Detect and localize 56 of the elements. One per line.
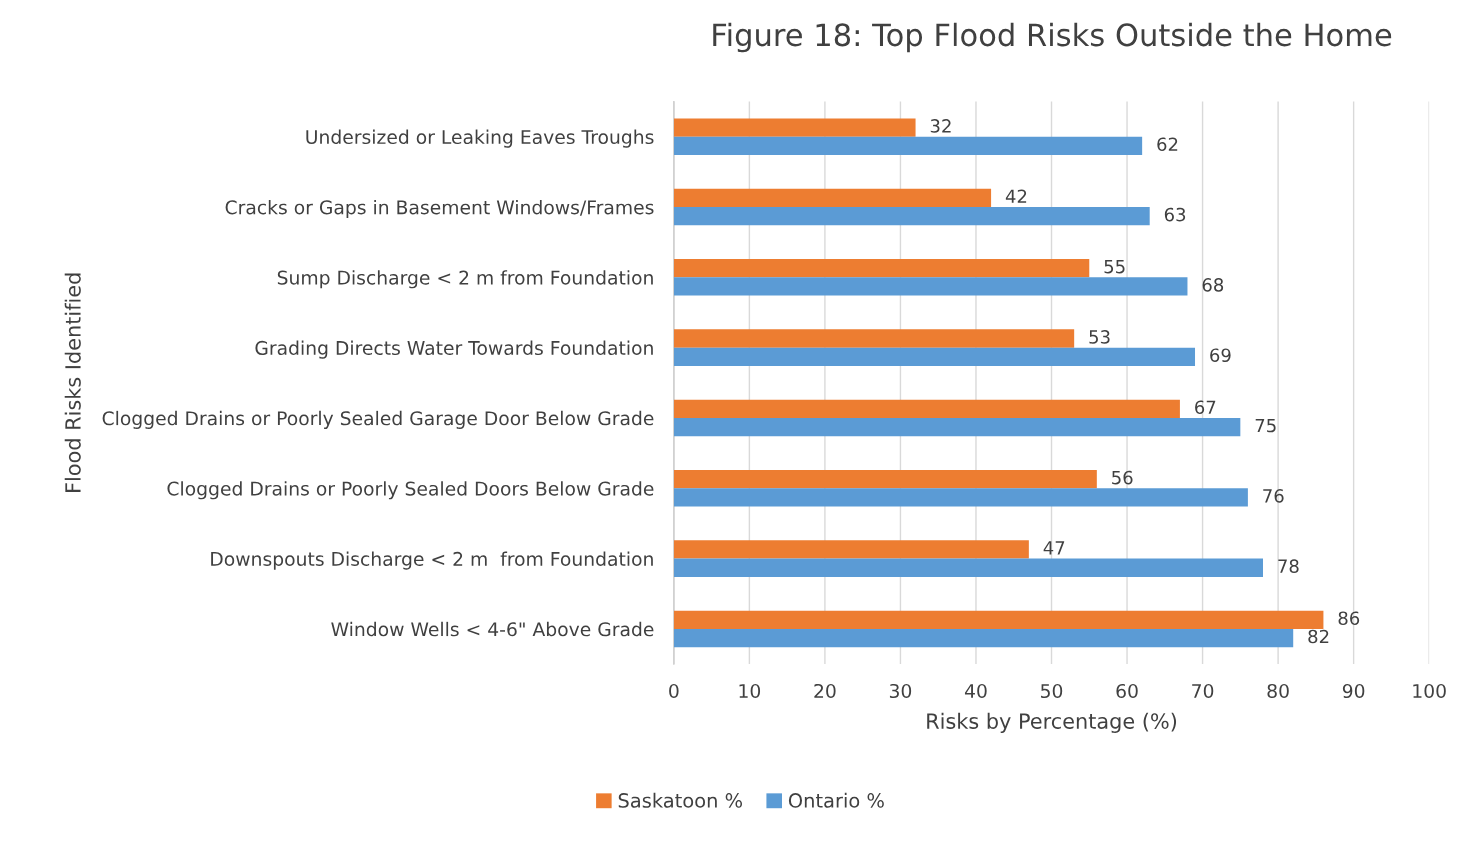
bar <box>673 207 1150 226</box>
y-tick-label: Clogged Drains or Poorly Sealed Garage Door Below Grade <box>102 410 654 429</box>
x-tick-label: 100 <box>1413 683 1446 699</box>
data-label: 62 <box>1157 137 1178 152</box>
bar <box>673 136 1143 155</box>
data-label: 68 <box>1202 278 1224 292</box>
y-tick-label: Grading Directs Water Towards Foundation <box>255 340 653 359</box>
bar <box>673 118 916 137</box>
data-label: 42 <box>1005 189 1027 203</box>
legend-label: Saskatoon % <box>618 792 743 808</box>
data-label: 67 <box>1195 400 1216 415</box>
x-tick-label: 80 <box>1267 683 1289 699</box>
y-tick-label: Downspouts Discharge < 2 m from Foundation <box>211 551 653 570</box>
bar <box>673 417 1241 437</box>
x-tick-label: 60 <box>1116 683 1138 699</box>
bar <box>673 470 1097 489</box>
y-axis-title: Flood Risks Identified <box>64 273 81 492</box>
bar <box>673 188 992 208</box>
x-tick-label: 0 <box>669 683 679 699</box>
x-tick-label: 70 <box>1192 683 1214 699</box>
data-label: 78 <box>1278 559 1299 574</box>
bar <box>673 329 1075 348</box>
data-label: 63 <box>1164 207 1186 222</box>
y-tick-label: Clogged Drains or Poorly Sealed Doors Below Grade <box>167 481 654 500</box>
bar <box>673 610 1324 629</box>
x-axis-title: Risks by Percentage (%) <box>927 712 1177 733</box>
chart-title: Figure 18: Top Flood Risks Outside the Home <box>713 22 1392 53</box>
data-label: 76 <box>1263 489 1284 503</box>
data-label: 53 <box>1089 330 1110 344</box>
bar <box>673 399 1180 418</box>
y-tick-label: Window Wells < 4-6" Above Grade <box>331 621 654 637</box>
bar <box>673 259 1090 278</box>
x-tick-label: 20 <box>814 683 836 699</box>
x-tick-label: 40 <box>964 683 987 699</box>
data-label: 82 <box>1308 629 1329 644</box>
data-label: 75 <box>1255 418 1276 433</box>
data-label: 69 <box>1210 348 1231 363</box>
x-tick-label: 50 <box>1041 683 1063 699</box>
x-tick-label: 10 <box>739 683 761 699</box>
bar <box>673 628 1294 648</box>
x-tick-label: 90 <box>1342 683 1365 699</box>
bar <box>673 277 1188 296</box>
bar <box>673 540 1029 559</box>
x-tick-label: 30 <box>889 683 912 699</box>
data-label: 32 <box>930 119 951 133</box>
y-tick-label: Sump Discharge < 2 m from Foundation <box>277 270 653 289</box>
bar <box>673 558 1263 577</box>
data-label: 55 <box>1104 260 1125 274</box>
y-tick-label: Cracks or Gaps in Basement Windows/Frames <box>225 199 654 219</box>
legend-label: Ontario % <box>788 792 884 808</box>
y-tick-label: Undersized or Leaking Eaves Troughs <box>306 129 654 148</box>
data-label: 56 <box>1112 470 1133 485</box>
data-label: 86 <box>1338 611 1360 626</box>
bar <box>673 488 1248 507</box>
bar <box>673 347 1196 366</box>
data-label: 47 <box>1043 541 1065 555</box>
